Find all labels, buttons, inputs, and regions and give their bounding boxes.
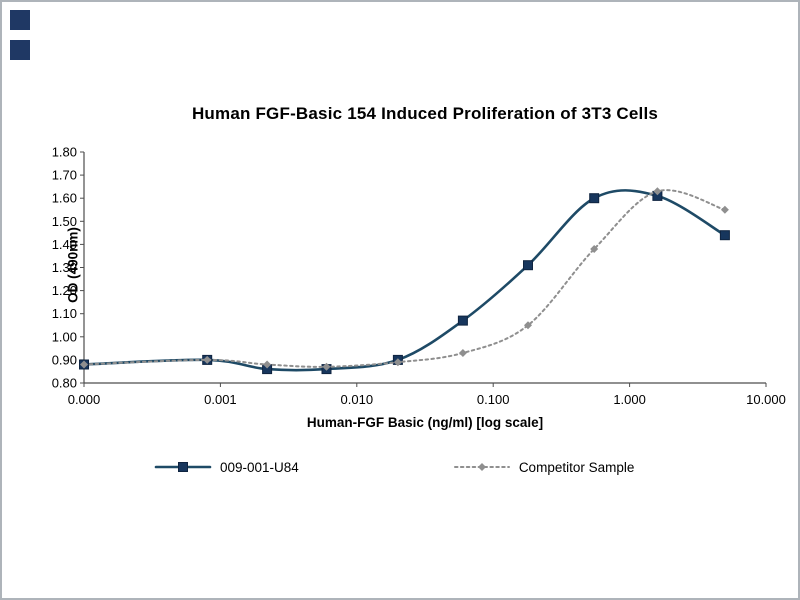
svg-text:0.100: 0.100 [477,392,510,407]
legend: 009-001-U84 Competitor Sample [154,459,634,475]
legend-swatch-series-1 [154,462,212,472]
legend-swatch-series-2 [453,463,510,471]
svg-text:1.000: 1.000 [613,392,646,407]
svg-text:1.80: 1.80 [52,145,77,160]
decor-square-bottom [10,40,30,60]
svg-text:0.001: 0.001 [204,392,237,407]
legend-label-series-2: Competitor Sample [518,459,635,475]
svg-text:10.000: 10.000 [746,392,786,407]
svg-text:1.70: 1.70 [52,168,77,183]
svg-text:0.010: 0.010 [341,392,374,407]
svg-text:1.60: 1.60 [52,191,77,206]
svg-text:0.90: 0.90 [52,352,77,367]
chart-title: Human FGF-Basic 154 Induced Proliferatio… [191,104,659,123]
legend-item-series-1: 009-001-U84 [154,459,299,475]
legend-label-series-1: 009-001-U84 [220,459,299,475]
svg-text:1.40: 1.40 [52,237,77,252]
svg-text:1.00: 1.00 [52,329,77,344]
decor-square-top [10,10,30,30]
y-axis-title: OD (490nm) [65,227,81,303]
svg-text:1.20: 1.20 [52,283,77,298]
x-axis-title: Human-FGF Basic (ng/ml) [log scale] [306,415,544,430]
svg-text:1.10: 1.10 [52,306,77,321]
svg-text:0.000: 0.000 [68,392,101,407]
svg-text:0.80: 0.80 [52,376,77,391]
svg-text:1.30: 1.30 [52,260,77,275]
legend-item-series-2: Competitor Sample [453,459,635,475]
svg-text:1.50: 1.50 [52,214,77,229]
